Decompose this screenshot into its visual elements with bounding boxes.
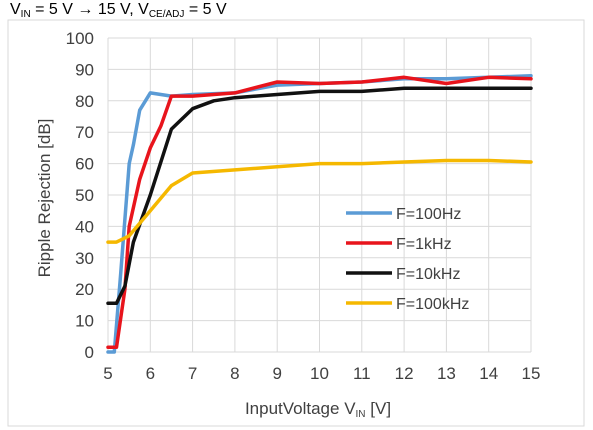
y-tick-label: 20	[75, 280, 94, 299]
caption-main: V	[10, 1, 21, 18]
series-line-f-1khz	[106, 75, 533, 350]
legend-label: F=100Hz	[396, 206, 461, 223]
x-axis-label-main: InputVoltage V	[245, 399, 356, 418]
x-tick-label: 9	[272, 364, 281, 383]
x-tick-label: 5	[103, 364, 112, 383]
y-tick-label: 30	[75, 249, 94, 268]
y-axis-label: Ripple Rejection [dB]	[35, 119, 54, 278]
x-tick-label: 12	[395, 364, 414, 383]
chart-frame	[7, 19, 585, 427]
legend-label: F=100kHz	[396, 296, 469, 313]
caption-rest: = 5 V → 15 V, V	[31, 1, 149, 18]
y-tick-label: 50	[75, 186, 94, 205]
y-tick-label: 40	[75, 217, 94, 236]
caption-sub: IN	[21, 9, 31, 20]
series-line-f-10khz	[106, 86, 533, 306]
y-tick-label: 10	[75, 312, 94, 331]
x-tick-label: 6	[146, 364, 155, 383]
series-lines	[106, 73, 533, 354]
chart-caption: VIN = 5 V → 15 V, VCE/ADJ = 5 V	[10, 1, 227, 20]
caption-sub2: CE/ADJ	[149, 9, 185, 20]
x-tick-label: 15	[522, 364, 541, 383]
x-axis-label: InputVoltage VIN [V]	[245, 399, 391, 420]
x-axis-label-unit: [V]	[366, 399, 392, 418]
y-tick-label: 100	[66, 29, 94, 48]
x-tick-label: 13	[437, 364, 456, 383]
y-tick-label: 0	[85, 343, 94, 362]
legend: F=100Hz F=1kHz F=10kHz F=100kHz	[346, 206, 469, 313]
y-tick-label: 70	[75, 123, 94, 142]
legend-label: F=1kHz	[396, 236, 452, 253]
x-tick-label: 8	[230, 364, 239, 383]
x-tick-label: 11	[353, 364, 371, 383]
y-tick-label: 80	[75, 92, 94, 111]
y-tick-label: 60	[75, 155, 94, 174]
legend-label: F=10kHz	[396, 266, 460, 283]
series-line-f-100khz	[106, 158, 533, 244]
x-tick-label: 7	[188, 364, 197, 383]
x-tick-label: 14	[479, 364, 498, 383]
x-tick-label: 10	[310, 364, 329, 383]
x-tick-labels: 5 6 7 8 9 10 11 12 13 14 15	[103, 364, 540, 383]
caption-rest2: = 5 V	[184, 1, 227, 18]
y-tick-label: 90	[75, 60, 94, 79]
y-tick-labels: 0 10 20 30 40 50 60 70 80 90 100	[66, 29, 94, 362]
x-axis-label-sub: IN	[356, 409, 366, 420]
